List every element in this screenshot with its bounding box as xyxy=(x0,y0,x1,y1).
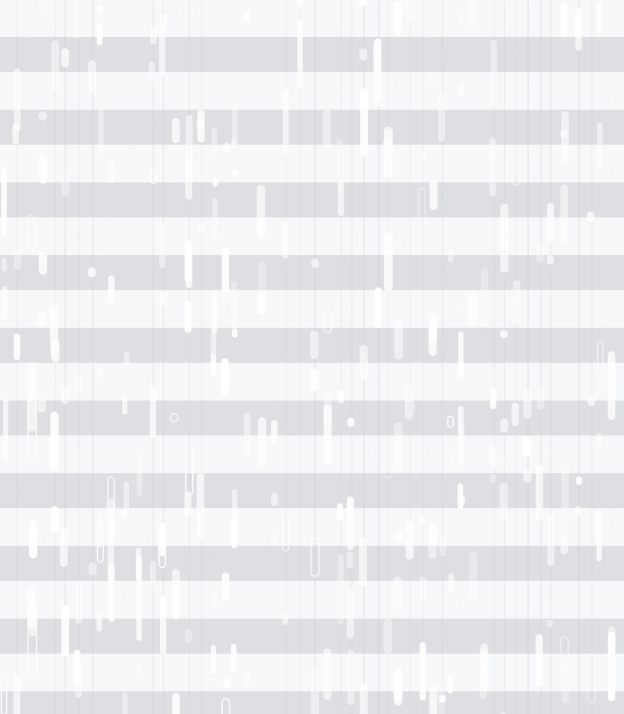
texture-swatch xyxy=(0,0,624,714)
striped-texture-canvas xyxy=(0,0,624,714)
